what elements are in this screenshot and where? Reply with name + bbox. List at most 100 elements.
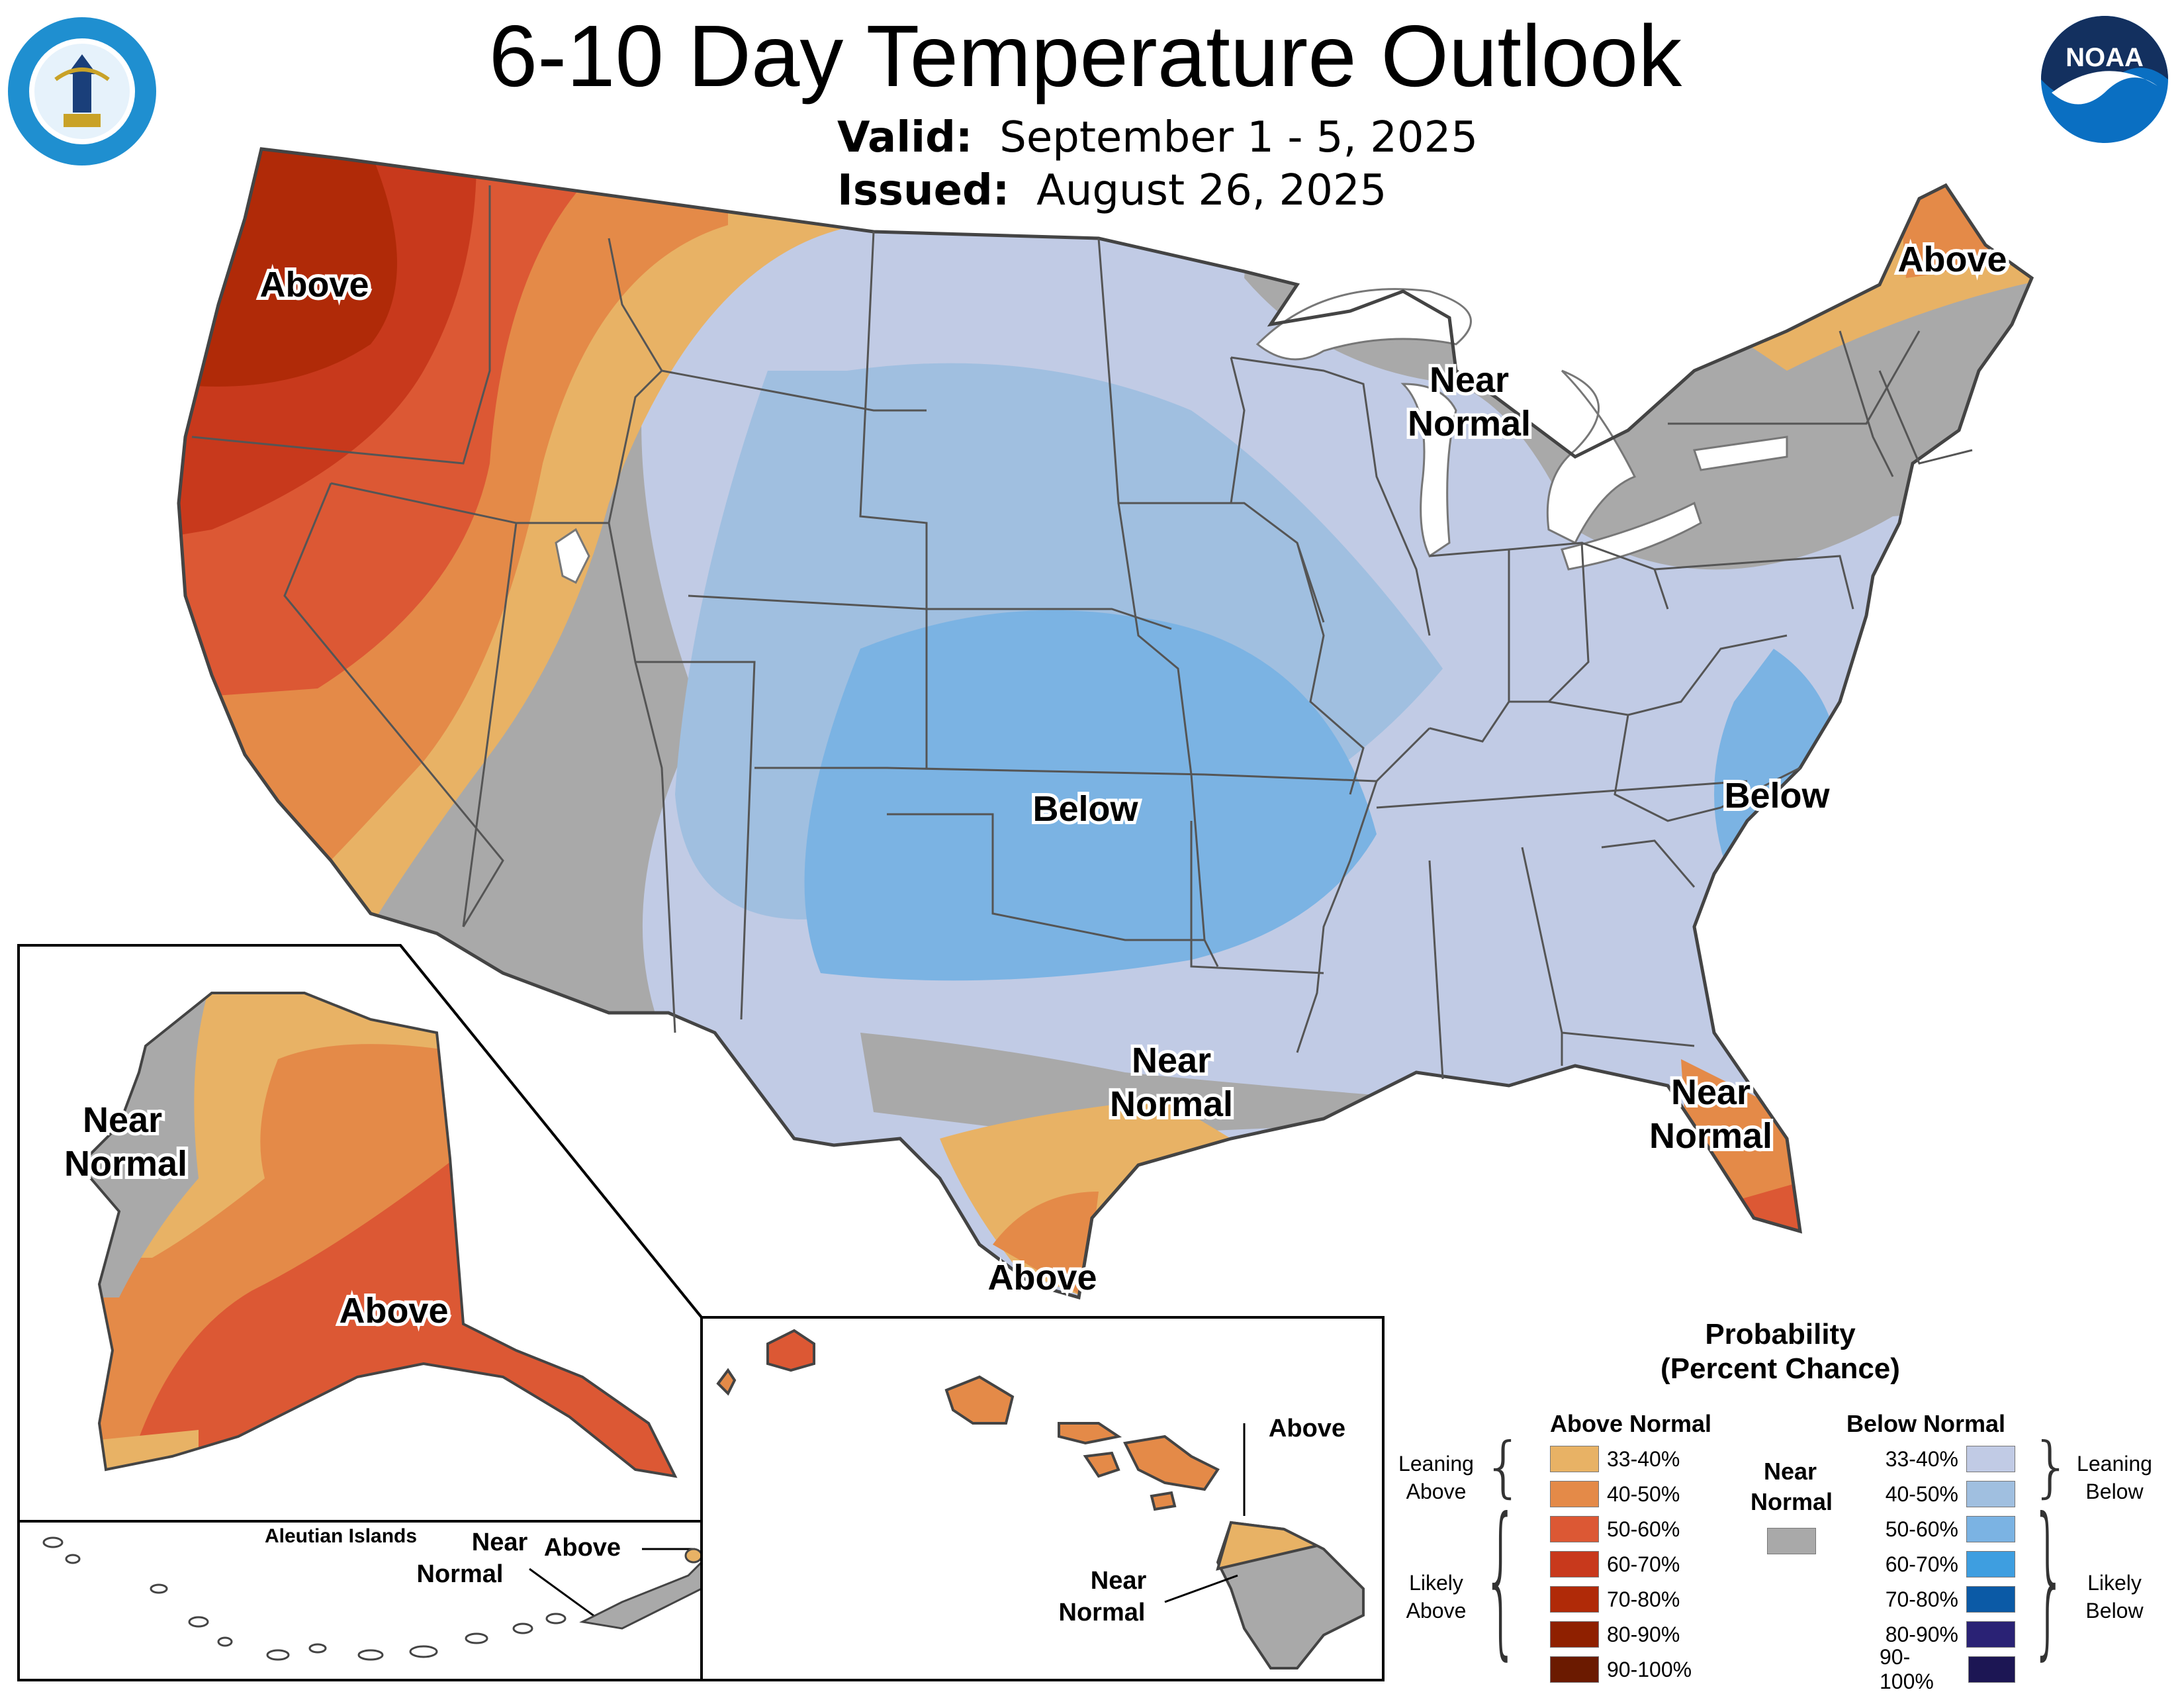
aleutian-label-near-1: Near [472, 1529, 528, 1556]
alaska-label-above: Above [339, 1291, 448, 1331]
legend-title-line2: (Percent Chance) [1661, 1352, 1900, 1385]
below-80-90-text: 80-90% [1885, 1622, 1958, 1646]
valid-label: Valid: [837, 113, 973, 162]
likely-above-label: Likely Above [1390, 1569, 1482, 1624]
leaning-below-line2: Below [2085, 1480, 2144, 1503]
leaning-below-label: Leaning Below [2065, 1450, 2164, 1505]
below-90-100-row: 90-100% [1880, 1645, 2015, 1693]
below-50-60-text: 50-60% [1885, 1517, 1958, 1541]
likely-below-brace: } [2030, 1482, 2068, 1675]
near-normal-gulf-region [860, 1033, 1423, 1139]
near-normal-line2: Normal [1751, 1488, 1833, 1515]
above-normal-header: Above Normal [1550, 1410, 1712, 1437]
legend-title-line1: Probability [1705, 1318, 1856, 1350]
leaning-above-brace: { [1482, 1428, 1525, 1505]
label-near-great-lakes-1: Near [1430, 360, 1509, 400]
state-borders [191, 185, 1973, 1080]
near-normal-line1: Near [1763, 1458, 1817, 1485]
map-title: 6-10 Day Temperature Outlook [488, 7, 1682, 105]
above-90-100-swatch [1550, 1656, 1599, 1683]
leaning-below-brace: } [2030, 1428, 2073, 1505]
below-normal-header: Below Normal [1846, 1410, 2006, 1437]
label-near-gulf-1: Near [1132, 1041, 1211, 1080]
near-normal-header: Near Normal [1751, 1456, 1833, 1517]
alaska-inset: Near Normal Above [17, 944, 703, 1523]
above-40-50-swatch [1550, 1481, 1599, 1507]
above-50-60-swatch [1550, 1516, 1599, 1542]
below-40-50-swatch [1966, 1481, 2015, 1507]
below-50-60-central-region [804, 610, 1377, 981]
above-33-40-swatch [1550, 1446, 1599, 1472]
hawaii-label-near-1: Near [1091, 1567, 1147, 1595]
below-90-100-text: 90-100% [1880, 1645, 1934, 1693]
label-near-great-lakes-2: Normal [1408, 404, 1531, 444]
above-south-texas-region [993, 1192, 1099, 1297]
aleutian-label-near-2: Normal [417, 1560, 504, 1588]
label-below-central: Below [1032, 789, 1138, 829]
alaska-label-near-2: Normal [64, 1144, 187, 1184]
below-40-50-text: 40-50% [1885, 1482, 1958, 1506]
above-70-80-text: 70-80% [1607, 1587, 1680, 1611]
below-70-80-row: 70-80% [1880, 1585, 2015, 1614]
below-70-80-text: 70-80% [1885, 1587, 1958, 1611]
below-40-50-row: 40-50% [1880, 1480, 2015, 1509]
above-50-60-text: 50-60% [1607, 1517, 1680, 1541]
great-salt-lake [555, 528, 590, 585]
conus-outline [177, 147, 2034, 1300]
label-near-florida-1: Near [1671, 1072, 1751, 1112]
below-60-70-row: 60-70% [1880, 1550, 2015, 1579]
below-70-80-swatch [1966, 1586, 2015, 1613]
below-33-40-swatch [1966, 1446, 2015, 1472]
valid-line: Valid: September 1 - 5, 2025 [837, 111, 1478, 164]
label-above-new-england: Above [1897, 240, 2007, 279]
noaa-logo: NOAA [2041, 16, 2168, 143]
legend-title: Probability (Percent Chance) [1390, 1317, 2171, 1386]
above-60-70-row: 60-70% [1550, 1550, 1680, 1579]
probability-legend: Probability (Percent Chance) Above Norma… [1390, 1317, 2171, 1693]
above-60-70-swatch [1550, 1551, 1599, 1577]
above-33-40-text: 33-40% [1607, 1446, 1680, 1471]
below-90-100-swatch [1968, 1656, 2015, 1683]
likely-below-line1: Likely [2087, 1571, 2142, 1595]
above-50-60-row: 50-60% [1550, 1515, 1680, 1544]
great-lakes [555, 288, 1788, 585]
likely-above-line2: Above [1406, 1599, 1467, 1623]
label-above-pacific-nw: Above [259, 265, 369, 305]
leaning-below-line1: Leaning [2077, 1452, 2152, 1476]
likely-above-brace: { [1482, 1482, 1520, 1675]
above-80-90-text: 80-90% [1607, 1622, 1680, 1646]
above-90-100-text: 90-100% [1607, 1657, 1692, 1681]
below-60-70-swatch [1966, 1551, 2015, 1577]
above-40-50-text: 40-50% [1607, 1482, 1680, 1506]
above-60-70-text: 60-70% [1607, 1552, 1680, 1576]
below-33-40-row: 33-40% [1880, 1444, 2015, 1474]
above-70-80-swatch [1550, 1586, 1599, 1613]
hawaii-label-above: Above [1269, 1415, 1345, 1442]
likely-below-label: Likely Below [2065, 1569, 2164, 1624]
below-50-60-row: 50-60% [1880, 1515, 2015, 1544]
likely-above-line1: Likely [1409, 1571, 1463, 1595]
leaning-above-label: Leaning Above [1390, 1450, 1482, 1505]
label-near-florida-2: Normal [1649, 1116, 1772, 1156]
noaa-logo-text: NOAA [2066, 43, 2144, 72]
below-80-90-row: 80-90% [1880, 1620, 2015, 1649]
above-40-50-row: 40-50% [1550, 1480, 1680, 1509]
label-near-gulf-2: Normal [1110, 1084, 1233, 1124]
above-33-40-row: 33-40% [1550, 1444, 1680, 1474]
below-50-60-swatch [1966, 1516, 2015, 1542]
leaning-above-line1: Leaning [1398, 1452, 1474, 1476]
below-60-70-text: 60-70% [1885, 1552, 1958, 1576]
above-70-80-row: 70-80% [1550, 1585, 1680, 1614]
above-80-90-row: 80-90% [1550, 1620, 1680, 1649]
issued-label: Issued: [837, 166, 1010, 215]
commerce-seal-logo [8, 17, 156, 165]
aleutian-title: Aleutian Islands [265, 1525, 417, 1547]
hawaii-label-near-2: Normal [1059, 1599, 1146, 1626]
issued-line: Issued: August 26, 2025 [837, 164, 1387, 217]
aleutian-inset: Aleutian Islands Near Normal Above [17, 1520, 703, 1681]
valid-value: September 1 - 5, 2025 [999, 113, 1479, 162]
near-normal-swatch [1767, 1528, 1816, 1554]
alaska-label-near-1: Near [83, 1100, 162, 1140]
above-90-100-row: 90-100% [1550, 1655, 1692, 1684]
label-below-carolinas: Below [1724, 776, 1830, 816]
